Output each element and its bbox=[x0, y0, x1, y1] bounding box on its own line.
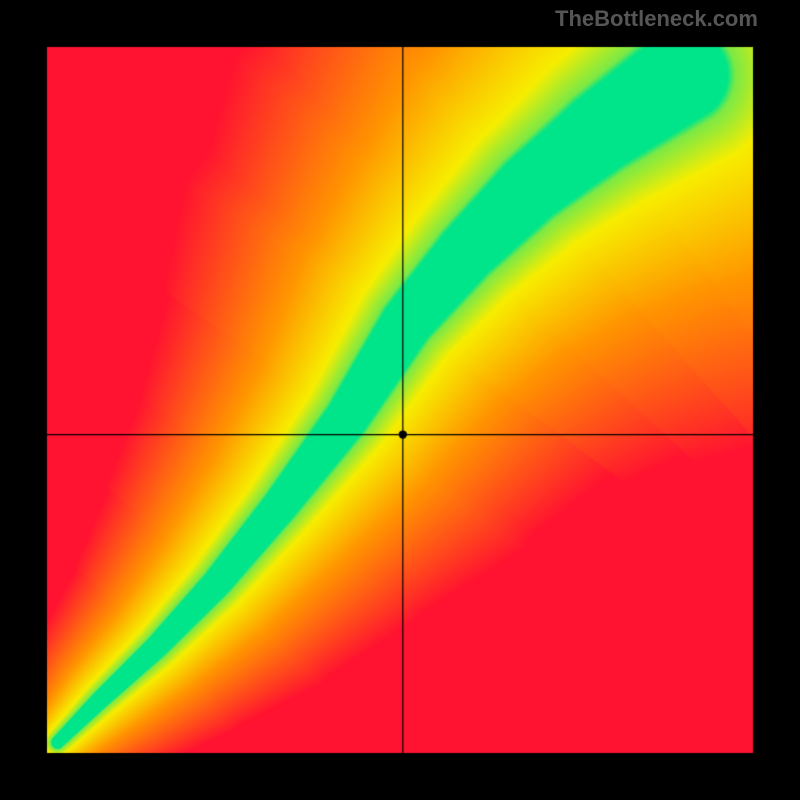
bottleneck-heatmap-canvas bbox=[0, 0, 800, 800]
watermark-label: TheBottleneck.com bbox=[555, 6, 758, 32]
